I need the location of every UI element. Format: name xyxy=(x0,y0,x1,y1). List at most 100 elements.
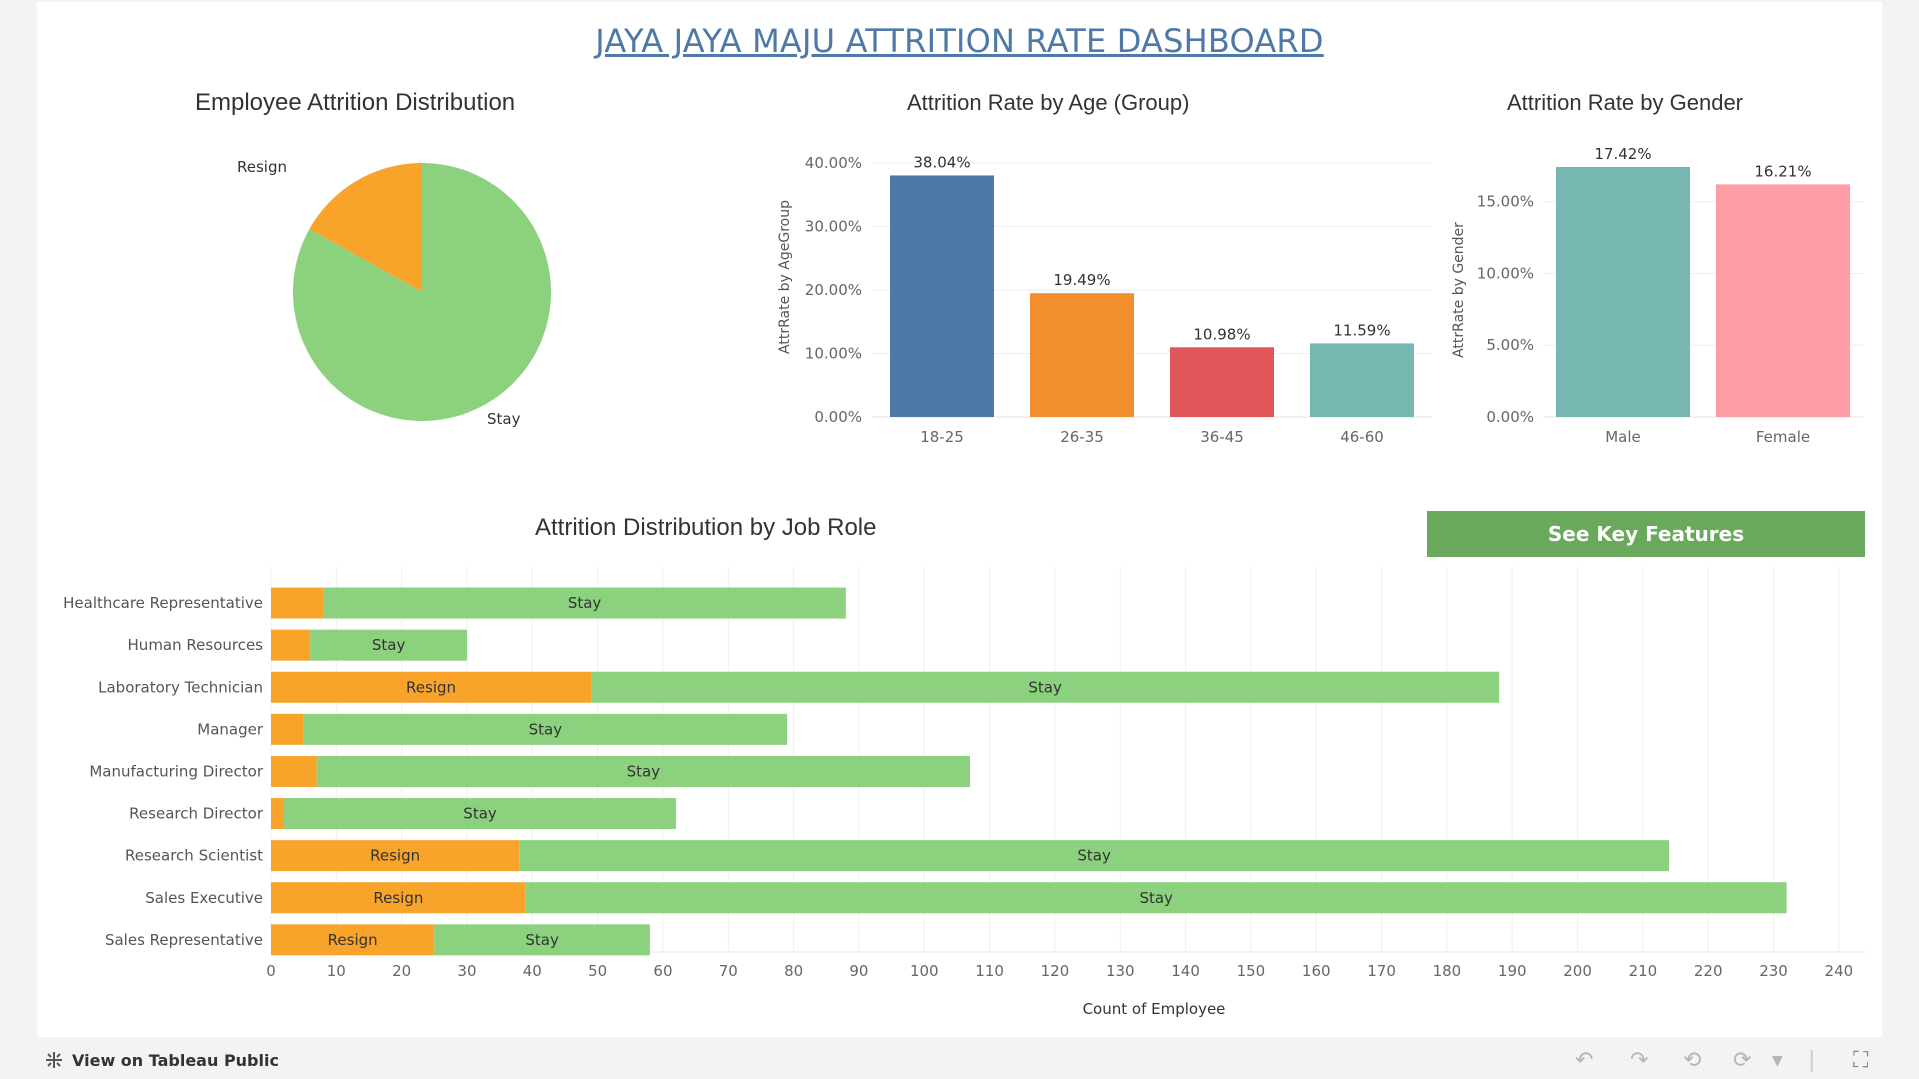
dashboard-canvas: JAYA JAYA MAJU ATTRITION RATE DASHBOARD … xyxy=(37,2,1882,1037)
segment-label: Stay xyxy=(525,931,559,949)
y-tick-label: 0.00% xyxy=(1486,408,1534,426)
segment-label: Stay xyxy=(463,805,497,823)
age-bar-chart[interactable]: 40.00% 30.00% 20.00% 10.00% 0.00% AttrRate by… xyxy=(727,132,1447,462)
attrition-pie-chart[interactable]: Resign Stay xyxy=(227,142,587,452)
bar-female[interactable] xyxy=(1716,184,1850,417)
pie-chart-title: Employee Attrition Distribution xyxy=(195,89,516,116)
x-axis-title: Count of Employee xyxy=(1083,1000,1226,1018)
job-role-label: Research Scientist xyxy=(125,847,263,865)
bar-18-25[interactable] xyxy=(890,175,994,417)
x-tick-label: 160 xyxy=(1302,962,1331,980)
gender-bar-chart[interactable]: 15.00% 10.00% 5.00% 0.00% AttrRate by Gender… xyxy=(1397,128,1877,462)
bar-36-45[interactable] xyxy=(1170,347,1274,417)
segment-label: Resign xyxy=(370,847,420,865)
segment-label: Stay xyxy=(1077,847,1111,865)
y-tick-label: 5.00% xyxy=(1486,336,1534,354)
job-role-label: Healthcare Representative xyxy=(63,594,263,612)
bar-segment-stay[interactable] xyxy=(323,587,846,619)
bar-segment-stay[interactable] xyxy=(316,755,971,787)
undo-icon[interactable]: ↶ xyxy=(1575,1048,1594,1073)
view-on-tableau-label: View on Tableau Public xyxy=(72,1050,279,1070)
x-tick-label: 0 xyxy=(266,962,276,980)
segment-label: Stay xyxy=(529,720,563,738)
x-tick-label: 46-60 xyxy=(1340,428,1384,446)
job-role-label: Sales Executive xyxy=(145,889,263,907)
job-role-bar-chart[interactable]: 0 10 20 30 40 50 60 70 80 90 100 110 120 130 140 150 160… xyxy=(37,562,1882,1032)
refresh-icon[interactable]: ⟳ xyxy=(1733,1048,1752,1073)
dashboard-title[interactable]: JAYA JAYA MAJU ATTRITION RATE DASHBOARD xyxy=(595,22,1324,60)
bar-segment-stay[interactable] xyxy=(284,798,677,830)
job-chart-title: Attrition Distribution by Job Role xyxy=(535,514,877,541)
segment-label: Stay xyxy=(568,594,602,612)
bar-value-label: 10.98% xyxy=(1193,325,1250,343)
bar-segment-resign[interactable] xyxy=(271,924,435,956)
job-role-label: Laboratory Technician xyxy=(98,678,263,696)
bar-segment-stay[interactable] xyxy=(525,882,1787,914)
x-tick-label: 220 xyxy=(1694,962,1723,980)
x-tick-label: 180 xyxy=(1433,962,1462,980)
bar-segment-resign[interactable] xyxy=(271,798,285,830)
bar-value-label: 11.59% xyxy=(1333,321,1390,339)
y-tick-label: 40.00% xyxy=(805,154,862,172)
x-tick-label: 50 xyxy=(588,962,607,980)
redo-icon[interactable]: ↷ xyxy=(1630,1048,1649,1073)
x-tick-label: 230 xyxy=(1759,962,1788,980)
x-tick-label: 18-25 xyxy=(920,428,964,446)
bar-segment-stay[interactable] xyxy=(434,924,650,956)
pie-slice-resign[interactable] xyxy=(309,163,422,292)
job-role-label: Sales Representative xyxy=(105,931,263,949)
job-role-label: Research Director xyxy=(129,805,264,823)
bar-segment-resign[interactable] xyxy=(271,671,592,703)
segment-label: Stay xyxy=(1139,889,1173,907)
fullscreen-icon[interactable]: ⛶ xyxy=(1853,1048,1869,1073)
x-tick-label: Female xyxy=(1756,428,1810,446)
bar-segment-resign[interactable] xyxy=(271,840,520,872)
segment-label: Stay xyxy=(1028,678,1062,696)
bar-segment-stay[interactable] xyxy=(310,629,467,661)
y-tick-label: 15.00% xyxy=(1477,193,1534,211)
bar-26-35[interactable] xyxy=(1030,293,1134,417)
x-tick-label: 10 xyxy=(327,962,346,980)
bar-value-label: 17.42% xyxy=(1594,145,1651,163)
x-tick-label: 26-35 xyxy=(1060,428,1104,446)
bar-segment-resign[interactable] xyxy=(271,882,526,914)
bar-value-label: 38.04% xyxy=(913,153,970,171)
bar-segment-stay[interactable] xyxy=(303,713,788,745)
job-role-label: Manager xyxy=(197,720,264,738)
y-tick-label: 10.00% xyxy=(805,345,862,363)
x-tick-label: 70 xyxy=(719,962,738,980)
segment-label: Stay xyxy=(372,636,406,654)
gender-chart-title: Attrition Rate by Gender xyxy=(1507,90,1744,115)
bar-value-label: 16.21% xyxy=(1754,162,1811,180)
x-tick-label: 110 xyxy=(975,962,1004,980)
bar-segment-stay[interactable] xyxy=(519,840,1670,872)
y-axis-title: AttrRate by AgeGroup xyxy=(777,200,793,354)
bar-segment-stay[interactable] xyxy=(591,671,1500,703)
x-tick-label: Male xyxy=(1605,428,1641,446)
y-tick-label: 10.00% xyxy=(1477,264,1534,282)
bar-segment-resign[interactable] xyxy=(271,755,317,787)
pie-label-resign: Resign xyxy=(237,158,287,176)
job-role-label: Manufacturing Director xyxy=(89,762,263,780)
bar-segment-resign[interactable] xyxy=(271,587,324,619)
x-tick-label: 30 xyxy=(457,962,476,980)
bar-segment-resign[interactable] xyxy=(271,629,311,661)
bar-46-60[interactable] xyxy=(1310,343,1414,417)
chevron-down-icon[interactable]: ▼ xyxy=(1772,1053,1783,1069)
bar-male[interactable] xyxy=(1556,167,1690,417)
x-tick-label: 210 xyxy=(1629,962,1658,980)
bar-segment-resign[interactable] xyxy=(271,713,304,745)
x-tick-label: 190 xyxy=(1498,962,1527,980)
x-tick-label: 170 xyxy=(1367,962,1396,980)
bar-value-label: 19.49% xyxy=(1053,271,1110,289)
x-tick-label: 150 xyxy=(1237,962,1266,980)
pie-slice-stay[interactable] xyxy=(293,163,551,422)
x-tick-label: 100 xyxy=(910,962,939,980)
see-key-features-button[interactable]: See Key Features xyxy=(1427,511,1865,557)
segment-label: Resign xyxy=(406,678,456,696)
x-tick-label: 80 xyxy=(784,962,803,980)
revert-icon[interactable]: ⟲ xyxy=(1683,1048,1702,1073)
x-tick-label: 20 xyxy=(392,962,411,980)
tableau-icon xyxy=(46,1052,62,1068)
view-on-tableau-link[interactable]: View on Tableau Public xyxy=(44,1050,279,1070)
